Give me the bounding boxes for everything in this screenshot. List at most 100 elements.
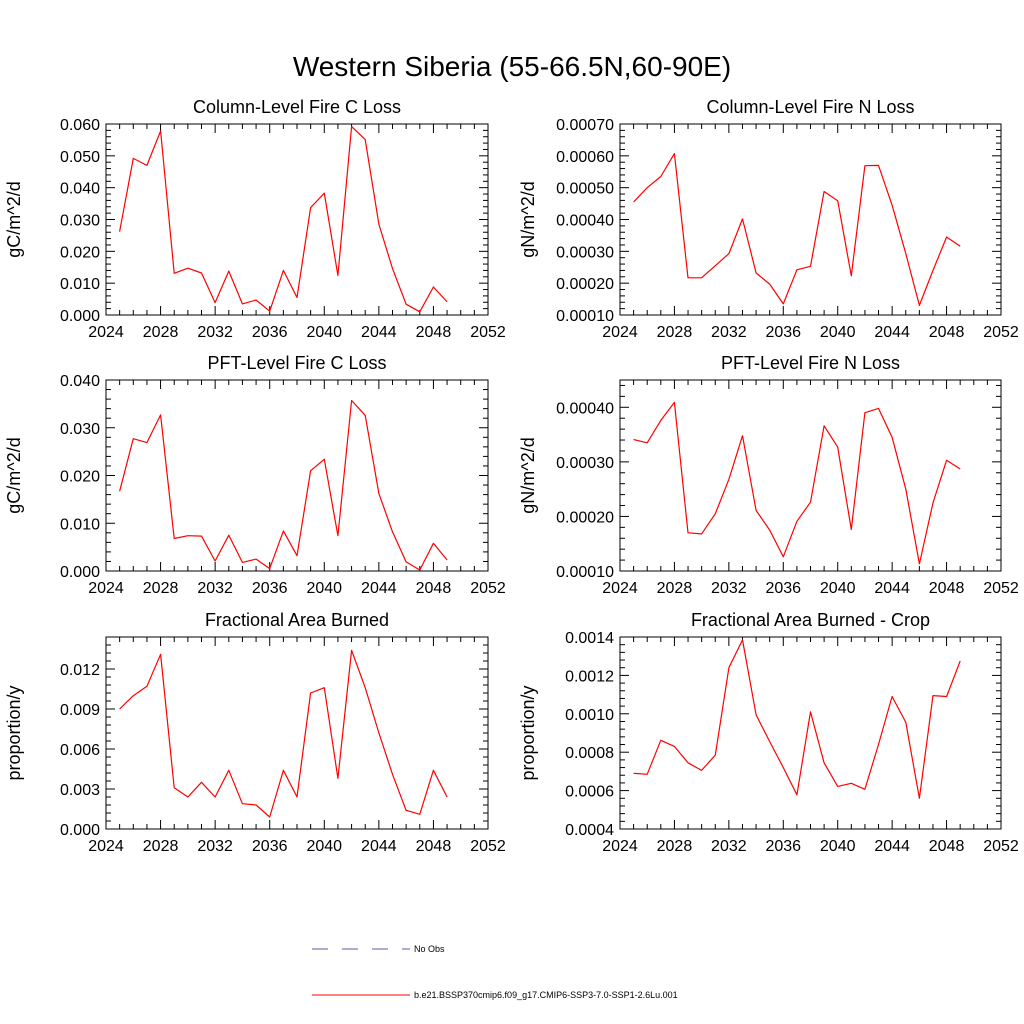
series-line	[119, 125, 448, 313]
x-tick-label: 2028	[143, 838, 179, 855]
x-tick-label: 2024	[88, 324, 124, 341]
y-tick-label: 0.040	[60, 181, 100, 198]
x-tick-label: 2048	[416, 838, 452, 855]
y-tick-label: 0.020	[60, 469, 100, 486]
series-line	[119, 399, 448, 571]
y-axis-label: gN/m^2/d	[518, 181, 538, 257]
series-line	[633, 639, 961, 799]
x-tick-label: 2040	[306, 580, 342, 597]
y-tick-label: 0.00030	[556, 455, 614, 472]
series-line	[633, 401, 961, 565]
y-tick-label: 0.0008	[565, 745, 614, 762]
x-tick-label: 2036	[765, 580, 801, 597]
x-tick-label: 2036	[252, 324, 288, 341]
y-tick-label: 0.006	[60, 742, 100, 759]
panel-title: Fractional Area Burned - Crop	[691, 610, 930, 630]
x-tick-label: 2048	[929, 580, 965, 597]
x-tick-label: 2044	[874, 324, 910, 341]
panel-title: Fractional Area Burned	[205, 610, 389, 630]
y-axis-label: proportion/y	[4, 685, 24, 780]
y-tick-label: 0.010	[60, 516, 100, 533]
figure-title: Western Siberia (55-66.5N,60-90E)	[293, 51, 731, 82]
x-tick-label: 2028	[657, 838, 693, 855]
x-tick-label: 2052	[983, 324, 1019, 341]
x-tick-label: 2048	[929, 838, 965, 855]
x-tick-label: 2048	[416, 580, 452, 597]
y-tick-label: 0.050	[60, 149, 100, 166]
x-tick-label: 2036	[252, 580, 288, 597]
y-tick-label: 0.00050	[556, 181, 614, 198]
series-line	[119, 649, 448, 818]
x-tick-label: 2040	[820, 580, 856, 597]
plot-frame	[105, 379, 489, 572]
y-tick-label: 0.030	[60, 421, 100, 438]
panel-3: 2024 2028 2032 2036 2040 2044 2048 2052 0.000 0.0…	[4, 353, 506, 597]
legend-label-model: b.e21.BSSP370cmip6.f09_g17.CMIP6-SSP3-7.…	[414, 990, 678, 1000]
y-tick-label: 0.0012	[565, 668, 614, 685]
legend-label-no-obs: No Obs	[414, 944, 445, 954]
plot-frame	[619, 636, 1002, 830]
x-tick-label: 2028	[657, 580, 693, 597]
y-tick-label: 0.000	[60, 822, 100, 839]
x-tick-label: 2032	[197, 580, 233, 597]
x-tick-label: 2052	[983, 838, 1019, 855]
x-tick-label: 2028	[657, 324, 693, 341]
x-tick-label: 2028	[143, 580, 179, 597]
x-tick-label: 2044	[361, 580, 397, 597]
y-tick-label: 0.000	[60, 308, 100, 325]
x-tick-label: 2032	[711, 324, 747, 341]
panel-5: 2024 2028 2032 2036 2040 2044 2048 2052 0.000 0.0…	[4, 610, 506, 855]
x-tick-label: 2044	[361, 838, 397, 855]
y-axis-label: proportion/y	[518, 685, 538, 780]
panel-title: Column-Level Fire N Loss	[706, 97, 914, 117]
x-tick-label: 2052	[470, 838, 506, 855]
x-tick-label: 2052	[470, 324, 506, 341]
x-tick-label: 2048	[929, 324, 965, 341]
y-tick-label: 0.00040	[556, 400, 614, 417]
plot-frame	[619, 379, 1002, 572]
y-tick-label: 0.030	[60, 213, 100, 230]
x-tick-label: 2032	[711, 838, 747, 855]
x-tick-label: 2040	[306, 324, 342, 341]
y-axis-label: gC/m^2/d	[4, 437, 24, 513]
y-tick-label: 0.00010	[556, 308, 614, 325]
y-axis-label: gC/m^2/d	[4, 181, 24, 257]
x-tick-label: 2040	[820, 838, 856, 855]
x-tick-label: 2036	[765, 838, 801, 855]
y-tick-label: 0.00040	[556, 213, 614, 230]
x-tick-label: 2044	[361, 324, 397, 341]
y-tick-label: 0.0004	[565, 822, 614, 839]
panel-title: PFT-Level Fire C Loss	[207, 353, 386, 373]
panel-title: Column-Level Fire C Loss	[193, 97, 401, 117]
y-tick-label: 0.0010	[565, 707, 614, 724]
y-tick-label: 0.00070	[556, 117, 614, 134]
y-tick-label: 0.060	[60, 117, 100, 134]
series-line	[633, 153, 961, 306]
x-tick-label: 2036	[765, 324, 801, 341]
x-tick-label: 2044	[874, 580, 910, 597]
x-tick-label: 2024	[88, 580, 124, 597]
panel-6: 2024 2028 2032 2036 2040 2044 2048 2052 0.0004 0.…	[518, 610, 1019, 855]
x-tick-label: 2052	[470, 580, 506, 597]
y-tick-label: 0.00010	[556, 564, 614, 581]
y-tick-label: 0.00020	[556, 276, 614, 293]
x-tick-label: 2040	[306, 838, 342, 855]
x-tick-label: 2036	[252, 838, 288, 855]
x-tick-label: 2024	[602, 324, 638, 341]
y-axis-label: gN/m^2/d	[518, 437, 538, 513]
x-tick-label: 2048	[416, 324, 452, 341]
panel-1: 2024 2028 2032 2036 2040 2044 2048 2052 0.000 0.0…	[4, 97, 506, 341]
x-tick-label: 2024	[602, 838, 638, 855]
panel-title: PFT-Level Fire N Loss	[721, 353, 900, 373]
y-tick-label: 0.000	[60, 564, 100, 581]
plot-frame	[105, 636, 489, 830]
panel-2: 2024 2028 2032 2036 2040 2044 2048 2052 0.00010 0…	[518, 97, 1019, 341]
x-tick-label: 2044	[874, 838, 910, 855]
y-tick-label: 0.040	[60, 373, 100, 390]
x-tick-label: 2032	[197, 324, 233, 341]
x-tick-label: 2040	[820, 324, 856, 341]
x-tick-label: 2024	[88, 838, 124, 855]
y-tick-label: 0.00060	[556, 149, 614, 166]
legend: No Obs b.e21.BSSP370cmip6.f09_g17.CMIP6-…	[312, 944, 678, 1000]
